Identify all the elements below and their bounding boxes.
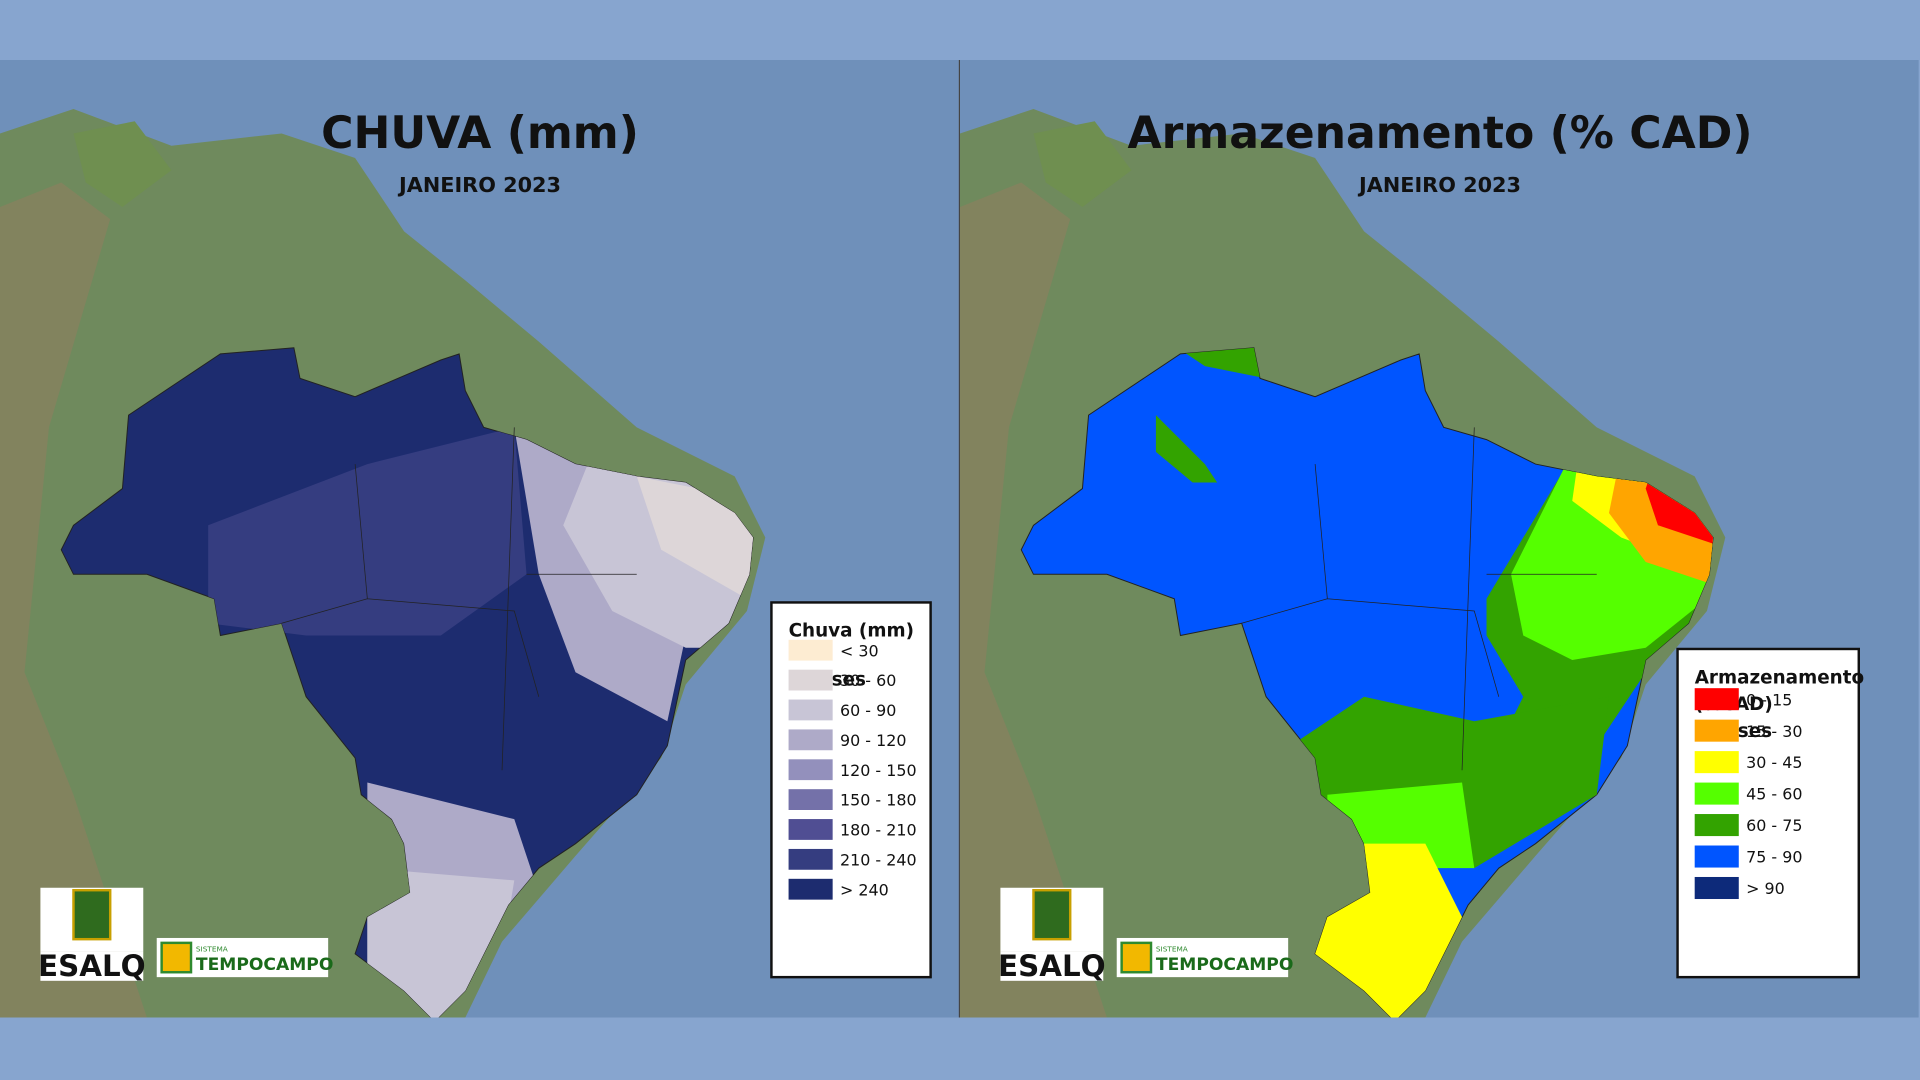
legend-label: 150 - 180 (840, 791, 917, 810)
tempocampo-text: TEMPOCAMPO (196, 955, 334, 975)
legend-swatch (1694, 751, 1739, 774)
legend-label: 120 - 150 (840, 761, 917, 780)
legend-swatch (1694, 782, 1739, 805)
esalq-text: ESALQ (38, 949, 146, 983)
legend-label: 60 - 90 (840, 701, 896, 720)
tempocampo-icon (160, 941, 193, 974)
legend-swatch (788, 759, 833, 781)
map-title: CHUVA (mm) (321, 108, 639, 159)
legend-swatch (788, 848, 833, 870)
legend-label: 90 - 120 (840, 731, 906, 750)
legend-label: 180 - 210 (840, 821, 917, 840)
legend-label: 210 - 240 (840, 850, 917, 869)
map-rain (0, 60, 959, 1018)
map-title: Armazenamento (% CAD) (1128, 108, 1753, 159)
legend-label: > 90 (1746, 879, 1785, 898)
esalq-emblem (72, 888, 112, 941)
legend-swatch (1694, 845, 1739, 868)
tempocampo-icon (1120, 941, 1153, 974)
logos: ESALQ SISTEMA TEMPOCAMPO (998, 887, 1294, 983)
legend-label: 30 - 45 (1746, 753, 1802, 772)
legend-swatch (1694, 876, 1739, 900)
legend-swatch (1694, 719, 1739, 742)
panel: Armazenamento (% CAD)JANEIRO 2023Armazen… (960, 60, 1919, 1018)
legend-label: 30 - 60 (840, 671, 896, 690)
legend-title: Chuva (mm) (789, 621, 914, 642)
esalq-text-bg (1000, 951, 1104, 981)
map-storage (960, 60, 1919, 1018)
legend-swatch (788, 819, 833, 840)
legend-label: > 240 (840, 880, 889, 899)
legend-label: 15 - 30 (1746, 722, 1802, 741)
map-subtitle: JANEIRO 2023 (397, 173, 561, 197)
legend-swatch (1694, 688, 1739, 711)
legend-swatch (788, 878, 833, 900)
legend-label: 60 - 75 (1746, 816, 1802, 835)
tempocampo-small: SISTEMA (1156, 944, 1188, 953)
esalq-emblem (1032, 888, 1072, 941)
legend-swatch (1694, 814, 1739, 837)
legend-swatch (788, 699, 833, 721)
legend-label: 0 - 15 (1746, 690, 1792, 709)
legend-swatch (788, 789, 833, 810)
tempocampo-small: SISTEMA (196, 944, 228, 953)
legend-swatch (788, 639, 833, 661)
legend-label: < 30 (840, 641, 879, 660)
logos: ESALQ SISTEMA TEMPOCAMPO (38, 887, 334, 983)
tempocampo-text: TEMPOCAMPO (1156, 955, 1294, 975)
legend-label: 45 - 60 (1746, 785, 1802, 804)
legend-swatch (788, 669, 833, 691)
esalq-text-bg (40, 951, 144, 981)
legend-label: 75 - 90 (1746, 848, 1802, 867)
esalq-text: ESALQ (998, 949, 1106, 983)
legend-box (770, 601, 932, 979)
legend-swatch (788, 729, 833, 751)
map-subtitle: JANEIRO 2023 (1357, 173, 1521, 197)
